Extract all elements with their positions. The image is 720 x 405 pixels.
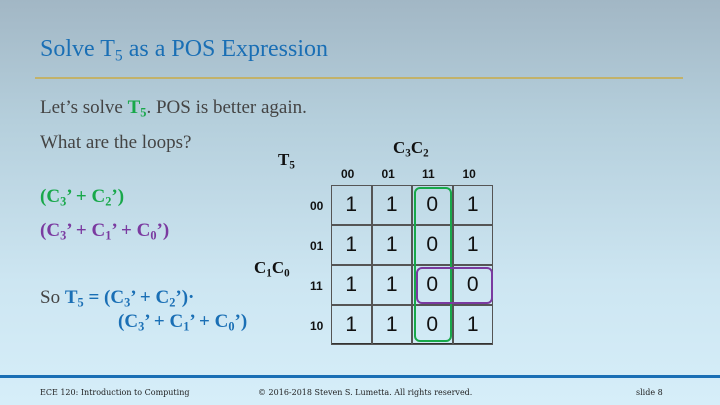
kmap-col-header: 11 (422, 167, 435, 181)
t: (C (40, 186, 61, 207)
kmap-col-header: 01 (381, 167, 395, 181)
footer-slide-number: slide 8 (636, 388, 663, 397)
t: So (40, 287, 65, 308)
kmap-col-header: 10 (462, 167, 476, 181)
slide-title: Solve T5 as a POS Expression (40, 36, 328, 66)
kmap-col-var: C3C2 (393, 138, 429, 159)
kmap-cell: 1 (371, 265, 412, 305)
t: = (C (83, 287, 125, 308)
t: ’ + C (66, 186, 106, 207)
s: 3 (60, 228, 67, 243)
result-expr: T5 = (C3’ + C2’)· (64, 287, 195, 310)
kmap-cell: 0 (412, 185, 453, 225)
kmap-cell: 1 (452, 225, 493, 265)
s: 1 (266, 267, 272, 280)
t: C (254, 258, 267, 277)
t: ’) (111, 186, 125, 207)
kmap-cell: 1 (371, 225, 412, 265)
kmap-row-header: 01 (310, 239, 324, 253)
s: 0 (228, 319, 235, 334)
s: 3 (405, 147, 411, 160)
t: ’ + C (111, 220, 151, 241)
s: 0 (150, 228, 157, 243)
kmap-cell: 1 (331, 305, 372, 345)
kmap-row-header: 10 (310, 319, 324, 333)
kmap-cell: 1 (331, 225, 372, 265)
t: ’) (234, 311, 248, 332)
text: . POS is better again. (146, 97, 307, 118)
t: ’ + C (130, 287, 170, 308)
kmap-cell: 0 (412, 265, 453, 305)
s: 5 (289, 159, 295, 172)
t: (C (40, 220, 61, 241)
t: C (393, 138, 406, 157)
kmap-row-var: C1C0 (254, 258, 290, 279)
t: C (410, 138, 424, 157)
t5-label: T5 (127, 97, 147, 120)
loop2-expr: (C3’ + C1’ + C0’) (40, 220, 169, 244)
green-loop (414, 187, 452, 342)
kmap-name: T5 (278, 150, 295, 171)
loop1-expr: (C3’ + C2’) (40, 186, 124, 210)
kmap-cell: 1 (371, 305, 412, 345)
kmap-cell: 1 (452, 305, 493, 345)
s: 1 (105, 228, 112, 243)
t: T (278, 150, 290, 169)
kmap-cell: 0 (412, 305, 453, 345)
s: 1 (183, 319, 190, 334)
s: 3 (60, 194, 67, 209)
title-text-end: as a POS Expression (122, 36, 329, 62)
t: ’) (156, 220, 170, 241)
footer-copyright: © 2016-2018 Steven S. Lumetta. All right… (258, 388, 473, 397)
footer-course: ECE 120: Introduction to Computing (40, 388, 190, 397)
kmap-cell: 1 (331, 185, 372, 225)
kmap-row-header: 00 (310, 199, 324, 213)
s: 3 (138, 319, 145, 334)
text: Let’s solve (40, 97, 128, 118)
t: T (127, 97, 141, 118)
t: ’ + C (144, 311, 184, 332)
t: ’ + C (66, 220, 106, 241)
kmap-cell: 0 (412, 225, 453, 265)
title-rule (35, 77, 683, 79)
result-line1: So T5 = (C3’ + C2’)· (40, 287, 194, 311)
t: ’)· (175, 287, 195, 308)
t: ’ + C (189, 311, 229, 332)
footer-rule (0, 375, 720, 378)
kmap-col-header: 00 (341, 167, 355, 181)
t: C (271, 258, 285, 277)
s: 0 (284, 267, 290, 280)
s: 3 (124, 295, 131, 310)
title-text: Solve T (40, 36, 115, 62)
s: 2 (423, 147, 429, 160)
intro-line: Let’s solve T5. POS is better again. (40, 97, 307, 121)
title-sub: 5 (114, 47, 123, 65)
kmap-cell: 1 (331, 265, 372, 305)
t: (C (118, 311, 139, 332)
sub: 5 (140, 105, 147, 120)
kmap-cell: 1 (371, 185, 412, 225)
result-line2: (C3’ + C1’ + C0’) (118, 311, 247, 335)
question-line: What are the loops? (40, 132, 192, 153)
t: T (64, 287, 78, 308)
kmap-cell: 1 (452, 185, 493, 225)
s: 2 (169, 295, 176, 310)
purple-loop (416, 267, 493, 304)
kmap-row-header: 11 (310, 279, 323, 293)
s: 2 (105, 194, 112, 209)
s: 5 (77, 295, 84, 310)
